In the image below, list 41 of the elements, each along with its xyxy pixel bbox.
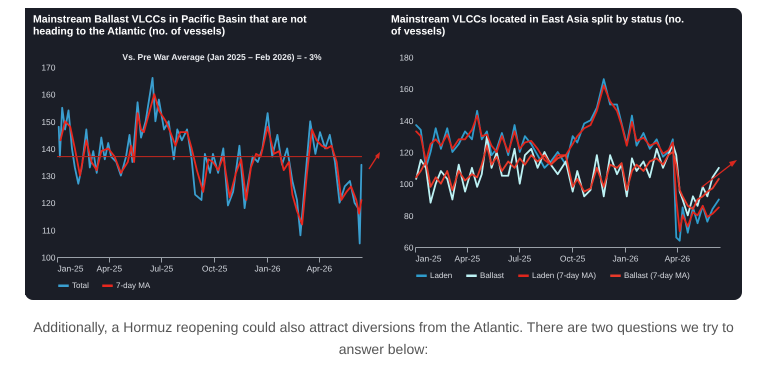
y-tick-label: 160 [41,90,56,100]
x-tick-label: Apr-26 [306,264,332,274]
y-tick-label: 100 [41,252,56,262]
x-tick-label: Jul-25 [508,254,532,264]
y-tick-label: 140 [399,116,414,126]
line-series [415,135,720,216]
y-tick-label: 60 [404,242,414,252]
y-tick-label: 110 [42,225,56,236]
x-tick-label: Apr-25 [454,254,480,264]
x-tick-label: Oct-25 [202,264,228,274]
legend-label: Ballast (7-day MA) [624,270,690,280]
x-tick-label: Jan-26 [254,264,281,274]
chart-title: Mainstream Ballast VLCCs in Pacific Basin that are not heading to the Atlantic (no. of vessels) [33,14,308,38]
line-series [58,76,362,244]
text: Additionally, a Hormuz reopening could also attract diversions from the Atlantic. There are two questions we try to answer below: [32,318,735,359]
y-tick-label: 150 [41,116,56,127]
legend-label: Total [72,280,90,290]
text: Vs. Pre War Average (Jan 2025 – Feb 2026) = - 3% [122,52,322,62]
line-series [60,93,362,226]
y-tick-label: 130 [41,171,56,182]
x-tick-label: Jan-25 [58,264,84,274]
y-tick-label: 100 [399,179,414,190]
x-tick-label: Apr-26 [664,254,690,264]
x-tick-label: Oct-25 [560,254,586,264]
x-tick-label: Jan-26 [612,254,639,264]
y-tick-label: 80 [404,210,414,221]
y-tick-label: 170 [41,62,56,72]
y-tick-label: 160 [399,84,414,94]
legend-label: Ballast [480,270,505,280]
line-series [415,144,720,210]
chart-title: Mainstream VLCCs located in East Asia split by status (no. of vessels) [391,14,684,38]
legend-label: 7-day MA [116,280,151,290]
y-tick-label: 180 [399,52,414,62]
x-tick-label: Jan-25 [416,254,442,264]
x-tick-label: Jul-25 [150,264,174,274]
legend-label: Laden [430,270,452,280]
y-tick-label: 120 [399,148,414,158]
x-tick-label: Apr-25 [96,264,122,274]
y-tick-label: 140 [41,144,56,154]
y-tick-label: 120 [41,198,56,208]
legend-label: Laden (7-day MA) [532,270,596,280]
